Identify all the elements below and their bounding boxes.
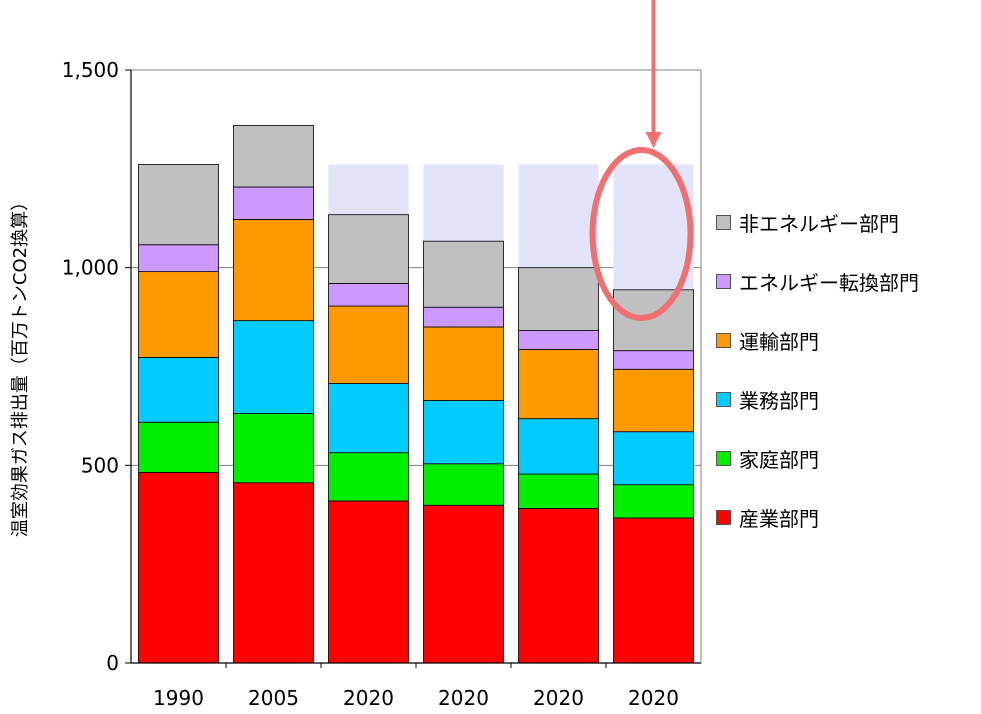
- x-tick-label: 2020: [533, 686, 584, 710]
- bar-segment: [518, 267, 599, 331]
- bar-segment: [233, 413, 314, 484]
- bar-segment: [518, 473, 599, 509]
- annotation: [589, 0, 694, 321]
- bar-segment: [423, 306, 504, 328]
- bar-segment: [233, 186, 314, 220]
- bar-segment: [613, 350, 694, 370]
- bar-segment: [518, 508, 599, 664]
- legend-swatch: [716, 273, 731, 289]
- bar-segment: [328, 383, 409, 454]
- bar-segment: [518, 418, 599, 475]
- bar-segment: [328, 452, 409, 502]
- stacked-bars: [138, 124, 694, 664]
- bar-segment: [518, 330, 599, 350]
- bar-segment: [328, 283, 409, 307]
- legend-label: エネルギー転換部門: [739, 270, 919, 295]
- y-tick-label: 1,000: [62, 256, 119, 280]
- bar-segment: [423, 326, 504, 401]
- bar-segment: [233, 482, 314, 664]
- bar-segment: [423, 463, 504, 506]
- bar-segment: [613, 289, 694, 352]
- legend-swatch: [716, 214, 731, 230]
- annotation-arrow-head: [645, 132, 662, 148]
- bar-segment: [138, 472, 219, 664]
- bar-segment: [423, 504, 504, 664]
- bar-segment: [613, 368, 694, 433]
- bar-segment: [518, 349, 599, 420]
- bar-segment: [233, 219, 314, 322]
- legend-item: 産業部門: [716, 507, 919, 531]
- legend-item: 家庭部門: [716, 448, 919, 472]
- bar-segment: [328, 500, 409, 664]
- legend-item: エネルギー転換部門: [716, 271, 919, 295]
- bar-segment: [233, 124, 314, 188]
- legend-swatch: [716, 450, 731, 466]
- y-tick-label: 500: [81, 453, 119, 477]
- legend-label: 運輸部門: [739, 329, 819, 354]
- bar-segment: [613, 431, 694, 486]
- bar-segment: [423, 240, 504, 308]
- legend: 非エネルギー部門 エネルギー転換部門 運輸部門業務部門家庭部門産業部門: [716, 212, 919, 566]
- legend-label: 家庭部門: [739, 447, 819, 472]
- legend-item: 非エネルギー部門: [716, 212, 919, 236]
- legend-label: 産業部門: [739, 506, 819, 531]
- y-tick-labels: 0 500 1,000 1,500: [62, 58, 119, 675]
- annotation-ellipse: [589, 147, 694, 321]
- axes: [125, 69, 702, 668]
- x-tick-label: 2020: [438, 686, 489, 710]
- legend-item: 運輸部門: [716, 330, 919, 354]
- x-tick-label: 2020: [628, 686, 679, 710]
- bar-segment: [138, 244, 219, 273]
- bar-segment: [138, 271, 219, 358]
- y-axis-label: 温室効果ガス排出量（百万トンCO2換算）: [10, 193, 31, 537]
- x-tick-label: 2005: [248, 686, 299, 710]
- bar-segment: [138, 421, 219, 473]
- legend-swatch: [716, 332, 731, 348]
- x-tick-labels: 1990 2005 2020 2020 2020 2020: [153, 686, 679, 710]
- legend-swatch: [716, 391, 731, 407]
- bar-segment: [423, 400, 504, 465]
- bar-segment: [138, 357, 219, 423]
- legend-item: 業務部門: [716, 389, 919, 413]
- bar-segment: [613, 517, 694, 664]
- bar-segment: [613, 484, 694, 519]
- y-tick-label: 1,500: [62, 58, 119, 82]
- legend-swatch: [716, 509, 731, 525]
- y-tick-label: 0: [106, 651, 119, 675]
- bar-segment: [138, 164, 219, 246]
- x-tick-label: 1990: [153, 686, 204, 710]
- legend-label: 業務部門: [739, 388, 819, 413]
- x-tick-label: 2020: [343, 686, 394, 710]
- bar-segment: [233, 320, 314, 414]
- bar-segment: [328, 305, 409, 384]
- legend-label: 非エネルギー部門: [739, 211, 899, 236]
- bar-segment: [328, 214, 409, 284]
